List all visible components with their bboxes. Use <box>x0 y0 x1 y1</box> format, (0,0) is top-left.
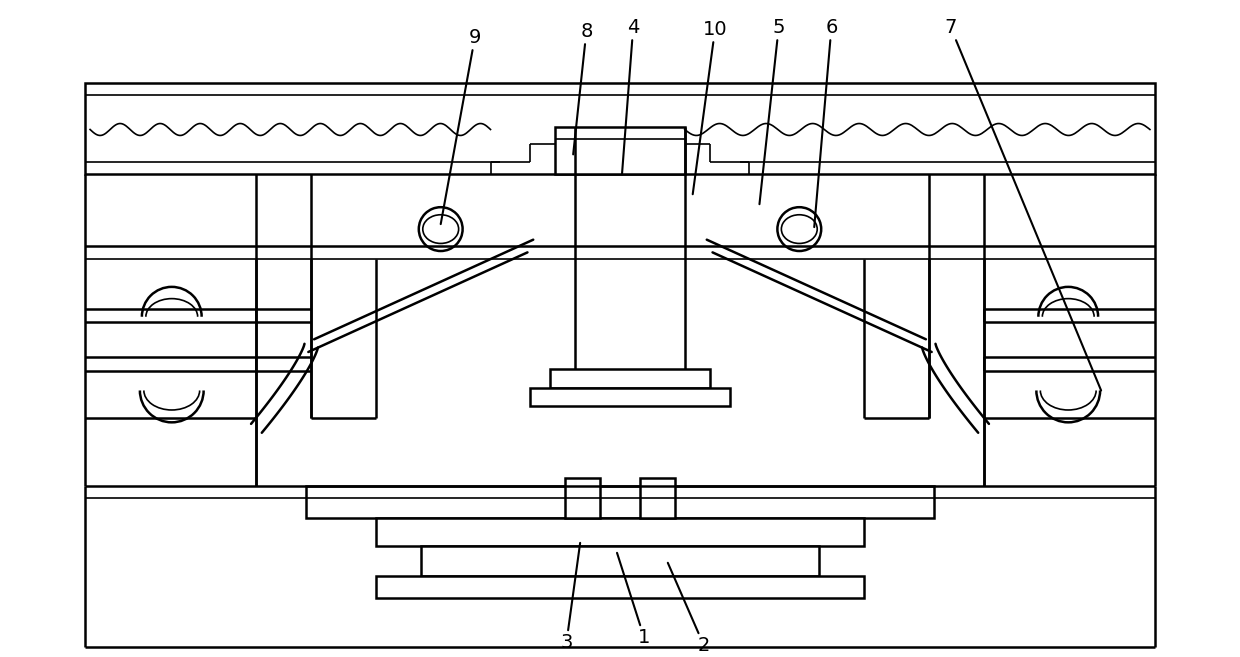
Bar <box>551 369 709 388</box>
Text: 1: 1 <box>618 553 650 647</box>
Bar <box>531 388 729 407</box>
Text: 7: 7 <box>945 18 1101 390</box>
Text: 9: 9 <box>440 28 481 224</box>
Text: 2: 2 <box>668 563 711 655</box>
Text: 4: 4 <box>622 18 640 174</box>
Bar <box>565 478 600 518</box>
Bar <box>376 576 864 598</box>
Text: 5: 5 <box>759 18 785 204</box>
Bar <box>420 546 820 576</box>
Text: 3: 3 <box>560 543 580 652</box>
Text: 6: 6 <box>815 18 837 227</box>
Bar <box>376 518 864 546</box>
Text: 10: 10 <box>693 20 728 194</box>
Text: 8: 8 <box>573 22 593 154</box>
Bar <box>306 486 934 518</box>
Bar <box>556 127 684 174</box>
Bar <box>86 83 1154 174</box>
Bar <box>640 478 675 518</box>
